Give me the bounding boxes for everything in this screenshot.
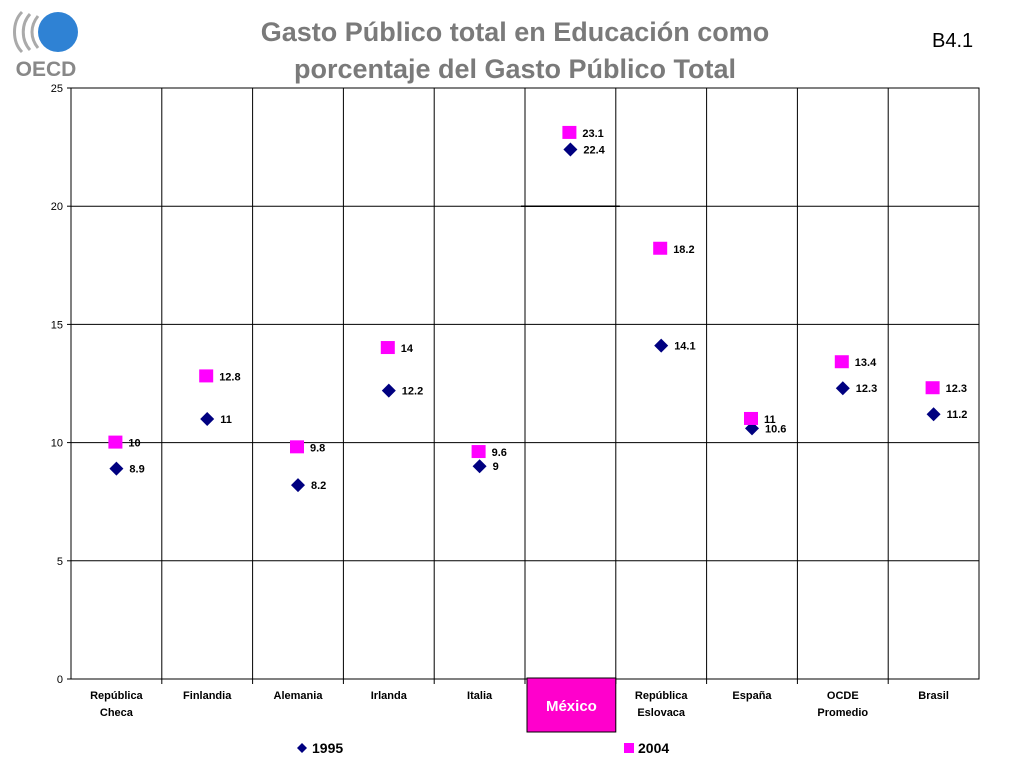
data-label-2004: 12.3 xyxy=(946,383,967,395)
data-point-1995 xyxy=(563,142,578,157)
data-point-2004 xyxy=(925,381,940,395)
data-label-1995: 12.2 xyxy=(402,386,423,398)
x-category-label: República xyxy=(90,690,143,702)
data-label-2004: 11 xyxy=(764,414,776,426)
x-category-label: Irlanda xyxy=(371,690,408,702)
x-category-label: Promedio xyxy=(817,707,868,719)
highlight-category-label: México xyxy=(546,698,597,715)
x-category-label: Eslovaca xyxy=(637,707,686,719)
x-category-label: España xyxy=(732,690,772,702)
x-category-label: Italia xyxy=(467,690,493,702)
data-point-2004 xyxy=(471,445,486,459)
data-point-1995 xyxy=(291,478,305,493)
data-label-2004: 9.8 xyxy=(310,442,325,454)
data-point-1995 xyxy=(926,407,941,422)
data-point-1995 xyxy=(835,381,850,396)
data-point-1995 xyxy=(472,459,487,474)
data-label-2004: 18.2 xyxy=(673,244,694,256)
data-label-2004: 14 xyxy=(401,343,414,355)
highlight-category-box xyxy=(526,677,617,733)
data-label-1995: 12.3 xyxy=(856,383,877,395)
y-tick-label: 10 xyxy=(51,438,63,450)
x-category-label: Brasil xyxy=(918,690,949,702)
y-tick-label: 25 xyxy=(51,83,63,95)
y-tick-label: 20 xyxy=(51,201,63,213)
data-label-1995: 8.2 xyxy=(311,480,326,492)
data-point-2004 xyxy=(199,369,214,383)
data-point-2004 xyxy=(744,411,758,425)
data-label-1995: 14.1 xyxy=(674,341,695,353)
chart-title-line-1: Gasto Público total en Educación como xyxy=(260,17,770,47)
data-point-1995 xyxy=(109,461,124,476)
data-point-2004 xyxy=(290,440,304,454)
data-label-2004: 9.6 xyxy=(492,447,507,459)
data-label-1995: 8.9 xyxy=(129,464,144,476)
oecd-logo-icon: OECD xyxy=(13,10,78,80)
legend-marker-1995 xyxy=(297,743,307,753)
x-category-label: Alemania xyxy=(274,690,324,702)
data-point-1995 xyxy=(654,338,669,353)
data-label-1995: 22.4 xyxy=(583,144,605,156)
legend-label-2004: 2004 xyxy=(638,740,669,756)
data-label-1995: 9 xyxy=(493,461,499,473)
data-point-1995 xyxy=(200,411,215,426)
data-point-2004 xyxy=(653,241,668,255)
data-label-1995: 11 xyxy=(220,414,232,426)
x-category-label: Checa xyxy=(100,707,134,719)
legend-label-1995: 1995 xyxy=(312,740,343,756)
y-tick-label: 15 xyxy=(51,319,63,331)
y-tick-label: 0 xyxy=(57,674,63,686)
x-category-label: República xyxy=(635,690,688,702)
data-label-2004: 10 xyxy=(128,438,140,450)
data-label-2004: 23.1 xyxy=(582,128,603,140)
data-label-1995: 11.2 xyxy=(947,409,968,421)
data-point-2004 xyxy=(108,435,123,449)
data-label-2004: 12.8 xyxy=(219,371,240,383)
legend-marker-2004 xyxy=(624,743,634,753)
chart-title: Gasto Público total en Educación como po… xyxy=(170,14,860,88)
logo-text: OECD xyxy=(16,58,77,80)
figure-code: B4.1 xyxy=(932,30,974,52)
x-category-label: OCDE xyxy=(827,690,859,702)
data-point-1995 xyxy=(381,383,396,398)
data-point-2004 xyxy=(380,341,395,355)
chart-title-line-2: porcentaje del Gasto Público Total xyxy=(293,54,737,84)
x-category-label: Finlandia xyxy=(183,690,232,702)
data-label-2004: 13.4 xyxy=(855,357,877,369)
y-tick-label: 5 xyxy=(57,556,63,568)
data-point-2004 xyxy=(834,355,849,369)
data-point-2004 xyxy=(562,125,577,139)
data-label-1995: 10.6 xyxy=(765,423,786,435)
